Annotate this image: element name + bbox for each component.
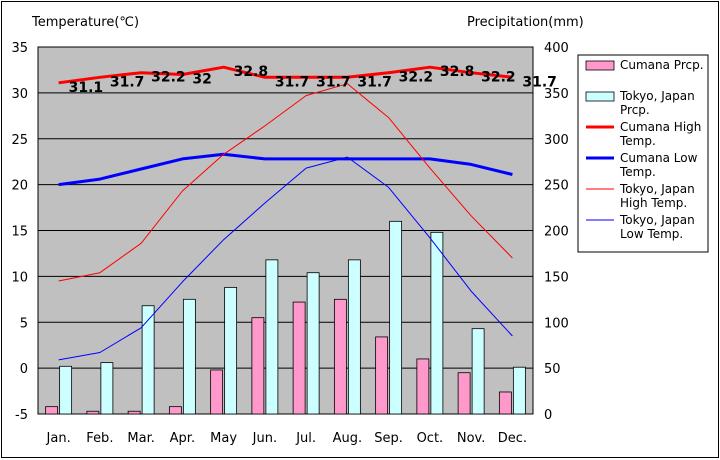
data-label: 31.7 — [110, 74, 145, 90]
left-tick-label: 0 — [20, 362, 28, 377]
bar — [512, 366, 526, 415]
right-tick-label: 350 — [544, 87, 569, 102]
legend: Cumana Prcp. Tokyo, Japan Prcp. Cumana High… — [577, 54, 709, 253]
data-label: 32.2 — [481, 70, 516, 86]
left-tick-label: 10 — [11, 270, 28, 285]
x-tick-label: Apr. — [170, 431, 195, 446]
legend-swatch — [585, 91, 615, 102]
precipitation-bars — [45, 220, 526, 415]
left-tick-label: 5 — [20, 316, 28, 331]
data-label: 32.2 — [151, 70, 186, 86]
bar — [498, 391, 512, 415]
left-axis-ticks: -5 0 5 10 15 20 25 30 35 — [11, 41, 28, 423]
bar — [347, 259, 361, 415]
data-label: 31.1 — [69, 80, 104, 96]
left-tick-label: 20 — [11, 179, 28, 194]
right-tick-label: 400 — [544, 41, 569, 56]
right-tick-label: 100 — [544, 316, 569, 331]
x-tick-label: Jan. — [46, 431, 71, 446]
x-tick-label: Mar. — [127, 431, 154, 446]
bar — [306, 272, 320, 415]
left-axis-title: Temperature(℃) — [31, 15, 139, 30]
bar — [471, 328, 485, 415]
bar — [251, 317, 265, 415]
data-labels: 31.1 31.7 32.2 32 32.8 31.7 31.7 31.7 32.2 32.8 32… — [69, 64, 557, 96]
right-axis-title: Precipitation(mm) — [467, 15, 584, 30]
data-label: 32.2 — [399, 70, 434, 86]
legend-swatch — [585, 60, 615, 71]
right-tick-label: 200 — [544, 225, 569, 240]
bar — [100, 362, 114, 415]
legend-box — [577, 54, 709, 253]
right-axis-ticks: 0 50 100 150 200 250 300 350 400 — [544, 41, 569, 423]
right-tick-label: 0 — [544, 408, 552, 423]
right-tick-label: 50 — [544, 362, 561, 377]
x-tick-label: Nov. — [457, 431, 486, 446]
series-line — [58, 152, 513, 187]
x-tick-label: Sep. — [374, 431, 403, 446]
data-label: 31.7 — [357, 74, 392, 90]
legend-label: Tokyo, Japan Prcp. — [619, 89, 695, 117]
bar — [59, 365, 73, 415]
bar — [168, 406, 182, 415]
bar — [292, 301, 306, 415]
right-tick-label: 300 — [544, 133, 569, 148]
x-tick-label: Jul. — [295, 431, 316, 446]
bar — [430, 231, 444, 415]
bar — [375, 336, 389, 415]
bar — [333, 298, 347, 415]
legend-label: Tokyo, Japan Low Temp. — [619, 213, 695, 241]
x-tick-label: Feb. — [86, 431, 113, 446]
temperature-lines — [58, 65, 513, 361]
left-tick-label: 30 — [11, 87, 28, 102]
left-tick-label: -5 — [15, 408, 28, 423]
bar — [416, 358, 430, 415]
data-label: 32.8 — [440, 64, 475, 80]
left-tick-label: 15 — [11, 225, 28, 240]
data-label: 31.7 — [522, 74, 557, 90]
bar — [141, 305, 155, 415]
right-tick-label: 150 — [544, 270, 569, 285]
data-label: 32.8 — [234, 64, 269, 80]
left-tick-label: 35 — [11, 41, 28, 56]
bar — [210, 369, 224, 415]
bar — [265, 259, 279, 415]
bar — [457, 372, 471, 415]
bar — [389, 220, 403, 415]
x-tick-label: Dec. — [498, 431, 527, 446]
x-tick-label: Aug. — [333, 431, 363, 446]
bar — [45, 406, 59, 415]
legend-label: Cumana Low Temp. — [619, 151, 698, 179]
left-tick-label: 25 — [11, 133, 28, 148]
x-tick-label: Jun. — [252, 431, 277, 446]
data-label: 31.7 — [275, 74, 310, 90]
data-label: 31.7 — [316, 74, 351, 90]
bar — [127, 410, 141, 415]
right-tick-label: 250 — [544, 179, 569, 194]
legend-label: Cumana High Temp. — [619, 120, 701, 148]
legend-label: Tokyo, Japan High Temp. — [619, 182, 695, 210]
legend-label: Cumana Prcp. — [620, 58, 704, 72]
data-label: 32 — [192, 72, 211, 88]
series-line — [58, 156, 513, 361]
x-tick-label: May — [210, 431, 237, 446]
gridlines — [38, 92, 533, 369]
bar — [182, 298, 196, 415]
bar — [86, 410, 100, 415]
series-line — [58, 83, 513, 282]
bar — [224, 286, 238, 415]
series-line — [58, 65, 513, 85]
x-axis-labels: Jan. Feb. Mar. Apr. May Jun. Jul. Aug. Sep. Oct. N… — [46, 431, 527, 446]
x-tick-label: Oct. — [417, 431, 444, 446]
